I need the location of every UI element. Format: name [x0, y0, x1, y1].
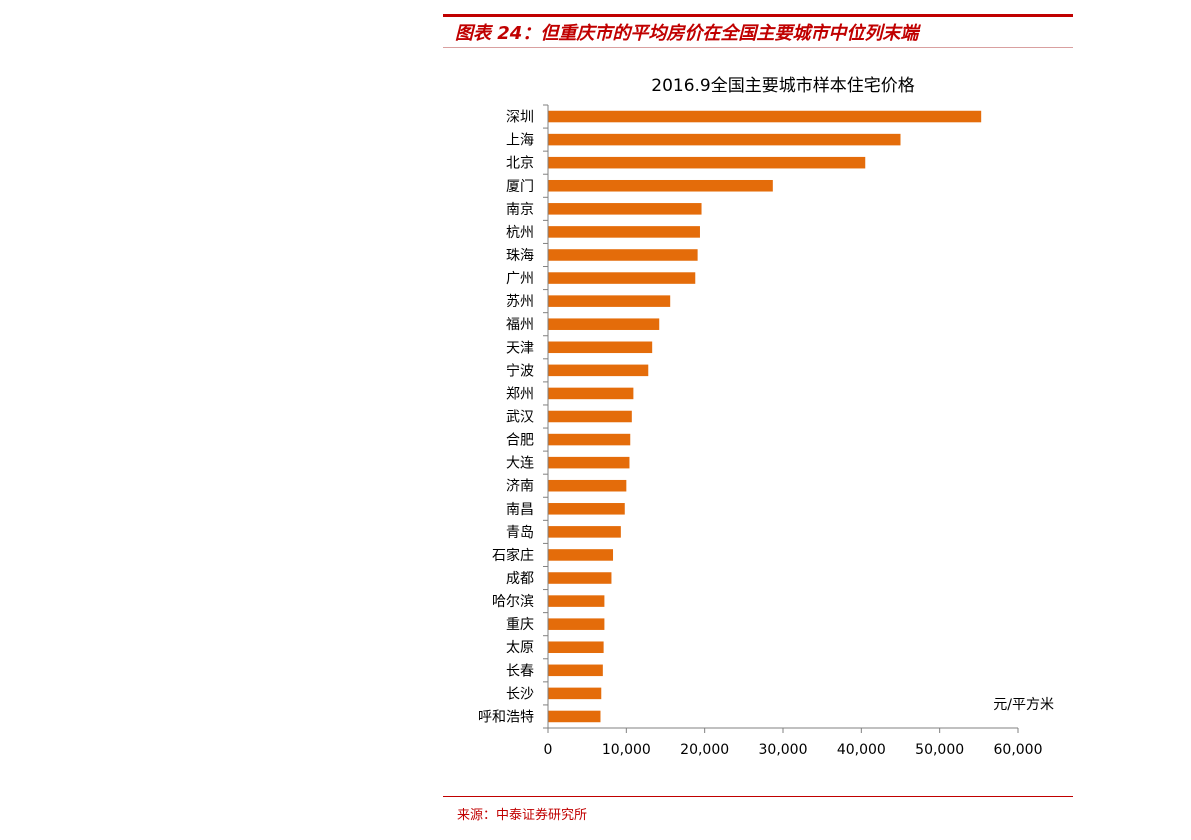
- bar-5: [548, 203, 702, 215]
- bar-6: [548, 226, 700, 238]
- bar-3: [548, 156, 866, 169]
- x-tick-label: 10,000: [602, 742, 651, 758]
- category-label: 呼和浩特: [478, 709, 534, 725]
- bar-26: [548, 687, 602, 700]
- category-label: 大连: [506, 456, 534, 472]
- header-divider: [443, 47, 1073, 48]
- bar-11: [548, 341, 653, 354]
- bar-12: [548, 364, 649, 377]
- source-note: 来源：中泰证券研究所: [457, 808, 588, 823]
- category-label: 上海: [506, 133, 534, 149]
- bar-9: [548, 295, 671, 307]
- x-tick-label: 50,000: [915, 742, 964, 758]
- category-label: 福州: [506, 317, 534, 333]
- bar-16: [548, 456, 630, 469]
- category-label: 长沙: [506, 686, 534, 702]
- category-label: 珠海: [506, 248, 534, 264]
- bar-15: [548, 433, 631, 446]
- bar-25: [548, 664, 603, 677]
- category-label: 南京: [506, 202, 534, 218]
- bar-1: [548, 110, 982, 123]
- category-label: 青岛: [506, 525, 534, 541]
- category-label: 广州: [506, 271, 534, 287]
- bar-4: [548, 179, 773, 192]
- category-label: 济南: [506, 479, 534, 495]
- x-tick-label: 30,000: [759, 742, 808, 758]
- bar-19: [548, 526, 621, 538]
- category-label: 武汉: [506, 410, 534, 426]
- figure-title: 图表 24：但重庆市的平均房价在全国主要城市中位列末端: [455, 23, 919, 44]
- category-label: 北京: [506, 156, 534, 172]
- bar-23: [548, 618, 605, 630]
- category-label: 苏州: [506, 294, 534, 310]
- bar-27: [548, 710, 601, 723]
- chart-title: 2016.9全国主要城市样本住宅价格: [651, 76, 914, 96]
- bar-18: [548, 503, 625, 515]
- bar-21: [548, 572, 612, 584]
- bar-13: [548, 387, 634, 400]
- bar-20: [548, 549, 614, 561]
- category-label: 厦门: [506, 179, 534, 195]
- category-label: 宁波: [506, 362, 534, 379]
- figure-header: 图表 24：但重庆市的平均房价在全国主要城市中位列末端: [443, 14, 1073, 48]
- bar-8: [548, 272, 696, 284]
- category-label: 长春: [506, 663, 534, 679]
- bar-7: [548, 249, 698, 261]
- bar-17: [548, 479, 627, 492]
- category-label: 天津: [506, 340, 534, 356]
- x-tick-label: 0: [544, 742, 553, 758]
- header-rule: [443, 14, 1073, 17]
- figure-footer: 来源：中泰证券研究所: [443, 796, 1073, 823]
- x-tick-label: 20,000: [680, 742, 729, 758]
- x-tick-label: 40,000: [837, 742, 886, 758]
- bar-14: [548, 410, 632, 423]
- category-label: 郑州: [506, 386, 534, 402]
- category-label: 深圳: [506, 110, 534, 126]
- footer-rule: [443, 796, 1073, 797]
- category-label: 石家庄: [492, 547, 534, 564]
- category-label: 太原: [506, 640, 534, 656]
- bar-chart: 2016.9全国主要城市样本住宅价格深圳上海北京厦门南京杭州珠海广州苏州福州天津…: [478, 76, 1054, 758]
- category-label: 合肥: [506, 433, 534, 449]
- bar-22: [548, 595, 605, 607]
- category-label: 杭州: [506, 225, 534, 241]
- category-label: 重庆: [506, 617, 534, 633]
- bar-10: [548, 318, 660, 330]
- bar-2: [548, 133, 901, 146]
- bar-24: [548, 641, 604, 654]
- unit-label: 元/平方米: [993, 697, 1054, 713]
- category-label: 成都: [506, 571, 534, 587]
- category-label: 哈尔滨: [492, 594, 534, 610]
- x-tick-label: 60,000: [994, 742, 1043, 758]
- category-label: 南昌: [506, 502, 534, 518]
